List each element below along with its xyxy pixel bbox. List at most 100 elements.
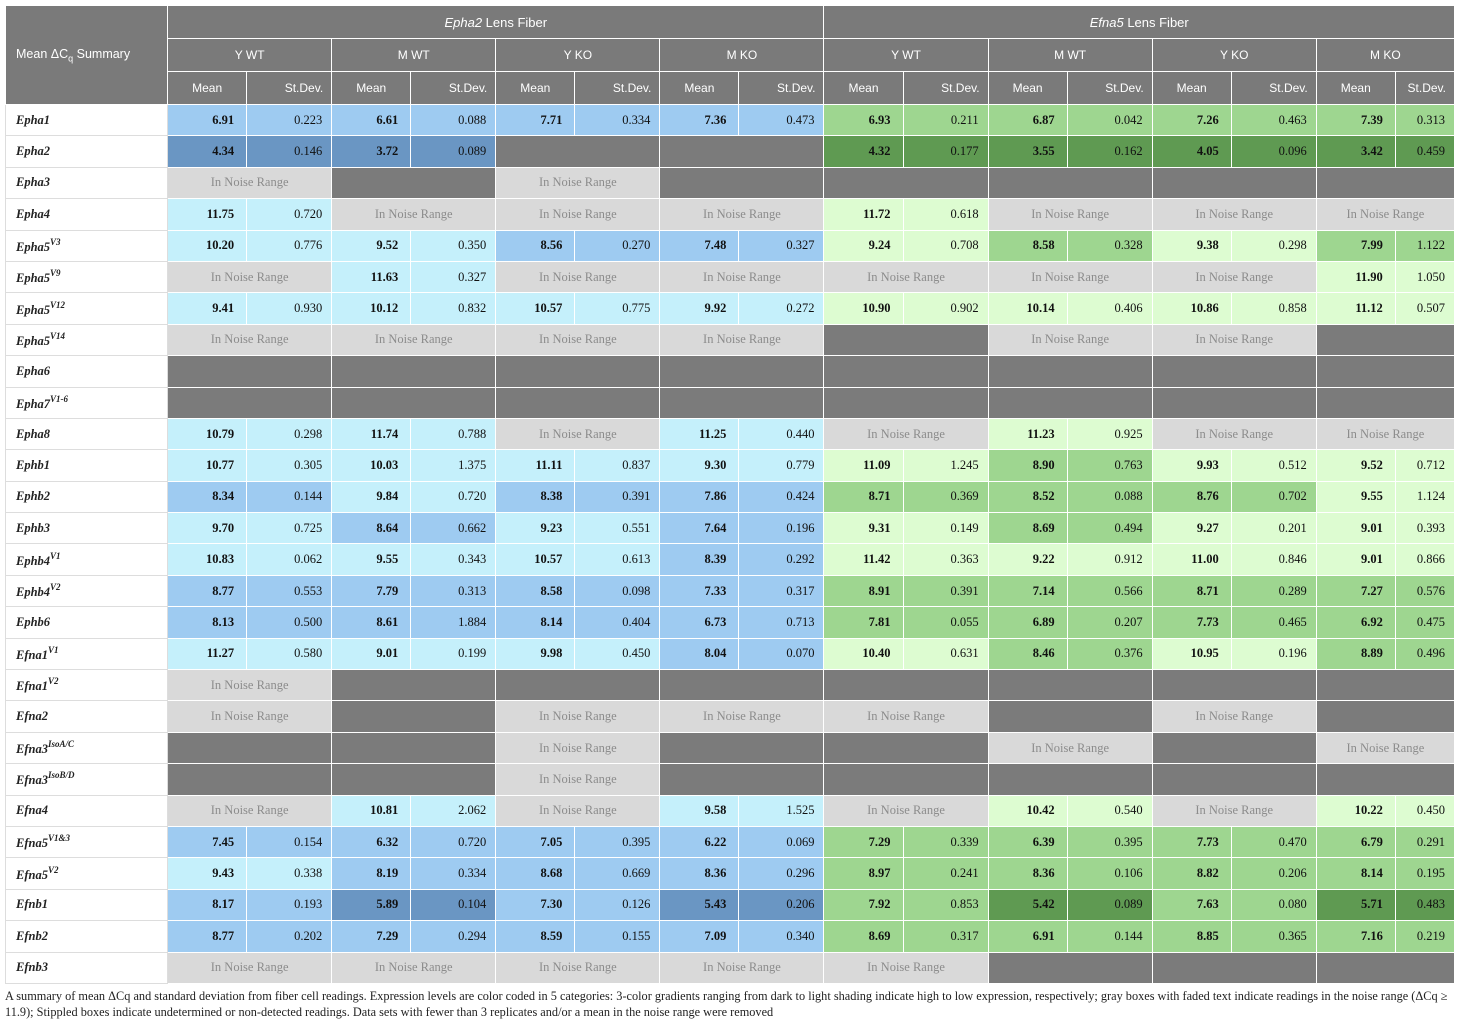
mean-cell: 10.90: [823, 292, 904, 325]
not-detected-cell: [167, 731, 333, 765]
gene-label: Epha1: [4, 103, 169, 137]
noise-range-cell: In Noise Range: [331, 198, 497, 231]
not-detected-cell: [495, 355, 661, 388]
stdev-cell: 0.776: [246, 229, 333, 262]
stdev-cell: 0.494: [1066, 512, 1153, 545]
stdev-cell: 0.551: [574, 512, 661, 545]
stdev-cell: 0.376: [1066, 637, 1153, 671]
mean-cell: 6.79: [1315, 825, 1396, 859]
stdev-cell: 0.465: [1230, 606, 1317, 639]
stdev-cell: 0.566: [1066, 574, 1153, 608]
not-detected-cell: [1315, 355, 1456, 388]
gene-label: Epha2: [4, 135, 169, 168]
table-row: Efna4 In Noise Range 10.81 2.062 In Noise Ra…: [4, 794, 1456, 827]
noise-range-cell: In Noise Range: [659, 323, 825, 357]
stdev-cell: 0.440: [738, 417, 825, 451]
stdev-cell: 0.069: [738, 825, 825, 859]
not-detected-cell: [1315, 386, 1456, 419]
mean-cell: 11.12: [1315, 292, 1396, 325]
table-row: Ephb3 9.70 0.725 8.64 0.662 9.23 0.551 7.64 0.19…: [4, 512, 1456, 545]
gene-label: Epha5V12: [4, 292, 169, 325]
stdev-cell: 0.089: [1066, 888, 1153, 922]
stdev-cell: 0.207: [1066, 606, 1153, 639]
not-detected-cell: [987, 166, 1153, 200]
table-row: Epha2 4.34 0.146 3.72 0.089 4.32 0.177 3.55 0.16…: [4, 135, 1456, 168]
gene-label: Efnb1: [4, 888, 169, 922]
mean-cell: 7.16: [1315, 920, 1396, 953]
mean-cell: 9.27: [1151, 512, 1232, 545]
noise-range-cell: In Noise Range: [823, 417, 989, 451]
mean-cell: 7.86: [659, 480, 740, 514]
mean-cell: 6.73: [659, 606, 740, 639]
stdev-cell: 0.144: [246, 480, 333, 514]
gene-label: Epha5V9: [4, 260, 169, 294]
stdev-cell: 0.146: [246, 135, 333, 168]
stdev-cell: 0.858: [1230, 292, 1317, 325]
table-row: Epha3 In Noise Range In Noise Range: [4, 166, 1456, 200]
mean-cell: 9.24: [823, 229, 904, 262]
mean-cell: 7.09: [659, 920, 740, 953]
mean-cell: 8.14: [495, 606, 576, 639]
stdev-cell: 0.317: [902, 920, 989, 953]
stdev-cell: 0.206: [1230, 857, 1317, 890]
mean-cell: 7.64: [659, 512, 740, 545]
stdev-cell: 0.470: [1230, 825, 1317, 859]
stdev-cell: 1.245: [902, 449, 989, 482]
stdev-cell: 0.144: [1066, 920, 1153, 953]
mean-cell: 10.81: [331, 794, 412, 827]
expression-summary-table: Mean ΔCq Summary Epha2 Lens Fiber Efna5 …: [4, 5, 1456, 984]
noise-range-cell: In Noise Range: [495, 951, 661, 984]
not-detected-cell: [331, 763, 497, 796]
stdev-cell: 2.062: [410, 794, 497, 827]
mean-cell: 11.90: [1315, 260, 1396, 294]
mean-cell: 6.89: [987, 606, 1068, 639]
table-row: Ephb4V1 10.83 0.062 9.55 0.343 10.57 0.613 8.39…: [4, 543, 1456, 576]
mean-cell: 5.89: [331, 888, 412, 922]
stdev-cell: 0.294: [410, 920, 497, 953]
mean-cell: 7.27: [1315, 574, 1396, 608]
mean-cell: 10.77: [167, 449, 248, 482]
mean-header: Mean: [1151, 71, 1232, 105]
mean-cell: 11.00: [1151, 543, 1232, 576]
mean-cell: 10.42: [987, 794, 1068, 827]
table-row: Epha5V9 In Noise Range 11.63 0.327 In Noise …: [4, 260, 1456, 294]
noise-range-cell: In Noise Range: [1315, 198, 1456, 231]
mean-cell: 8.68: [495, 857, 576, 890]
mean-cell: 9.22: [987, 543, 1068, 576]
gene-label: Ephb6: [4, 606, 169, 639]
mean-cell: 8.61: [331, 606, 412, 639]
mean-cell: 8.59: [495, 920, 576, 953]
noise-range-cell: In Noise Range: [823, 260, 989, 294]
stdev-cell: 0.196: [1230, 637, 1317, 671]
not-detected-cell: [167, 763, 333, 796]
table-row: Efna5V2 9.43 0.338 8.19 0.334 8.68 0.669 8.36 0.…: [4, 857, 1456, 890]
group-header-efna5: Efna5 Lens Fiber: [823, 5, 1455, 39]
not-detected-cell: [1315, 323, 1456, 357]
stdev-cell: 0.763: [1066, 449, 1153, 482]
stdev-cell: 0.475: [1394, 606, 1456, 639]
table-row: Epha7V1-6: [4, 386, 1456, 419]
stdev-cell: 0.779: [738, 449, 825, 482]
mean-cell: 8.38: [495, 480, 576, 514]
noise-range-cell: In Noise Range: [1151, 323, 1317, 357]
mean-cell: 10.86: [1151, 292, 1232, 325]
mean-cell: 7.36: [659, 103, 740, 137]
not-detected-cell: [1315, 951, 1456, 984]
mean-cell: 9.98: [495, 637, 576, 671]
noise-range-cell: In Noise Range: [823, 700, 989, 733]
stdev-cell: 0.298: [246, 417, 333, 451]
stdev-cell: 1.122: [1394, 229, 1456, 262]
mean-cell: 4.34: [167, 135, 248, 168]
stdev-header: St.Dev.: [1230, 71, 1317, 105]
stdev-cell: 0.106: [1066, 857, 1153, 890]
stdev-cell: 0.241: [902, 857, 989, 890]
not-detected-cell: [331, 700, 497, 733]
stdev-cell: 0.155: [574, 920, 661, 953]
stdev-cell: 0.291: [1394, 825, 1456, 859]
noise-range-cell: In Noise Range: [659, 700, 825, 733]
table-row: Efna2 In Noise Range In Noise Range In Nois…: [4, 700, 1456, 733]
noise-range-cell: In Noise Range: [495, 323, 661, 357]
mean-cell: 8.85: [1151, 920, 1232, 953]
stdev-cell: 0.450: [574, 637, 661, 671]
not-detected-cell: [1151, 166, 1317, 200]
